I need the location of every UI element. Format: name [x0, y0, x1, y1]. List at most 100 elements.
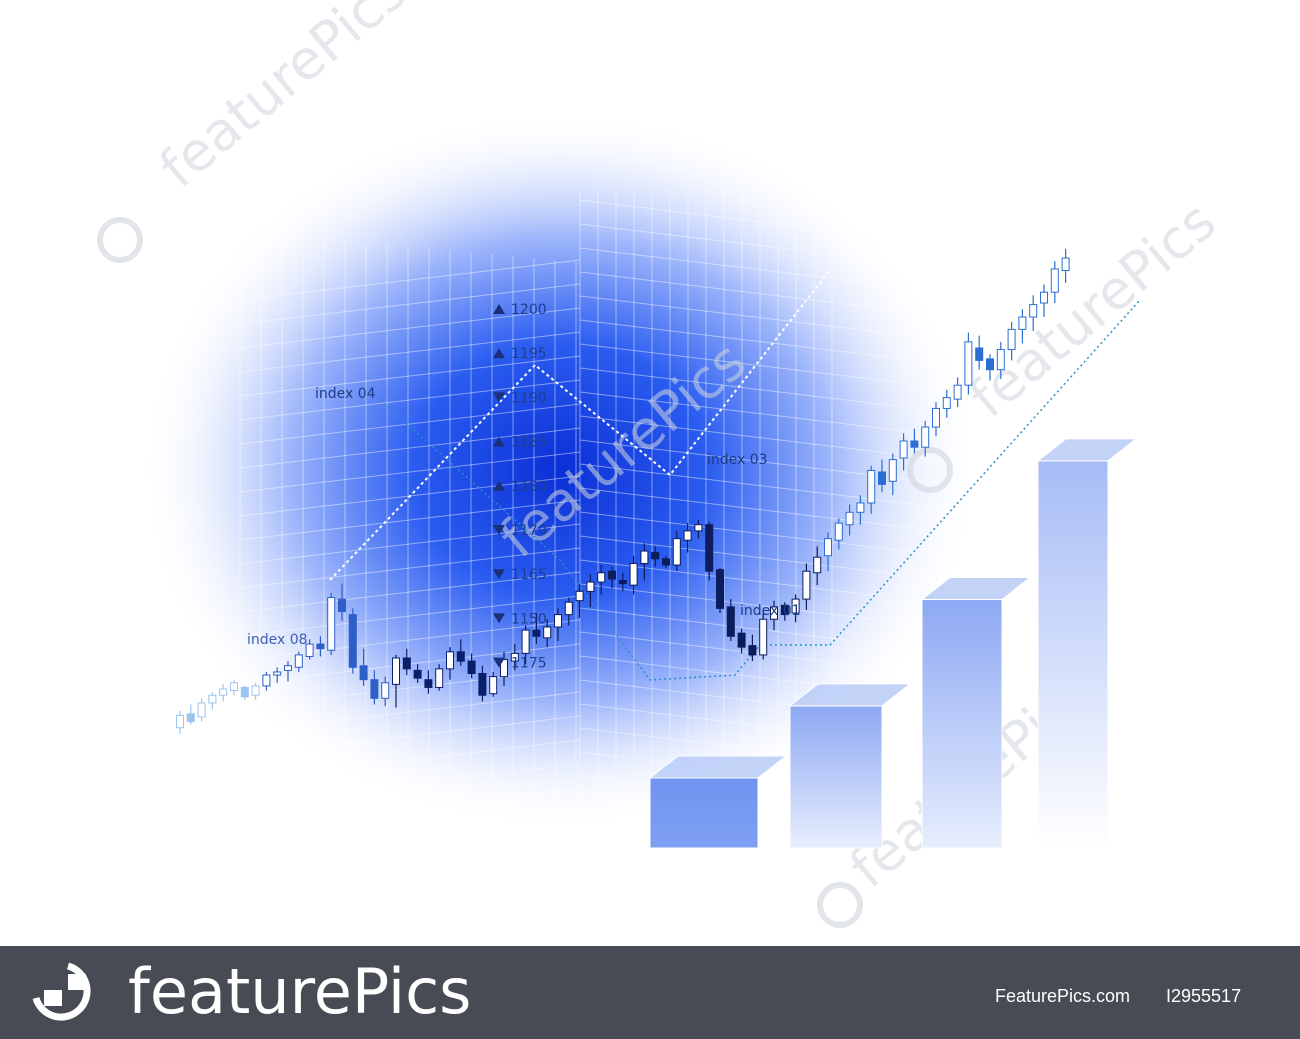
candle-body: [435, 668, 444, 688]
candle-body: [683, 530, 692, 541]
price-label: 1175: [511, 656, 547, 672]
bar: [1037, 460, 1109, 849]
grid-line: [239, 571, 581, 613]
grid-line: [239, 427, 581, 469]
candle-body: [953, 384, 962, 400]
grid-line: [579, 223, 1081, 285]
candle-body: [197, 702, 206, 718]
candle-body: [294, 654, 303, 668]
candle-body: [1061, 257, 1070, 272]
candle-body: [381, 682, 390, 699]
price-label: 1165: [511, 567, 547, 583]
candle-body: [802, 570, 811, 600]
grid-line: [239, 379, 581, 421]
candle-body: [327, 597, 336, 651]
price-label: 1170: [511, 523, 547, 539]
candle-body: [251, 685, 260, 696]
triangle-down-icon: [493, 569, 505, 580]
candle-body: [500, 659, 508, 678]
triangle-down-icon: [493, 657, 505, 668]
grid-line: [579, 343, 1081, 405]
candle-body: [564, 601, 573, 616]
grid-line: [239, 523, 581, 565]
grid-line: [239, 259, 581, 301]
grid-line: [239, 787, 581, 829]
grid-line: [579, 295, 1081, 357]
grid-line: [239, 499, 581, 541]
annotation-index-03: index 03: [707, 452, 768, 468]
bar-top: [920, 577, 1032, 600]
candle-body: [921, 426, 930, 448]
candle-body: [888, 459, 897, 482]
candle-body: [186, 713, 195, 723]
candle-body: [208, 694, 217, 704]
bar-chart: [648, 438, 1138, 849]
grid-line: [579, 415, 1081, 477]
candle-body: [456, 651, 465, 662]
candle-body: [543, 626, 552, 639]
bar: [921, 599, 1003, 849]
grid-line: [239, 763, 581, 805]
annotation-index-01: index 01: [740, 603, 801, 619]
watermark-icon: [817, 882, 863, 928]
candle-body: [176, 714, 184, 729]
watermark-icon: [907, 447, 953, 493]
bar-top: [1036, 438, 1138, 462]
candle-body: [467, 660, 476, 674]
candle-body: [554, 614, 562, 628]
bar: [649, 777, 759, 849]
candle-body: [521, 629, 530, 654]
candle-body: [662, 558, 670, 566]
site-name: FeaturePics.com: [995, 986, 1131, 1006]
grid-line: [239, 307, 581, 349]
candle-body: [359, 665, 368, 681]
triangle-down-icon: [493, 525, 505, 535]
candle-body: [629, 562, 638, 586]
candle-body: [986, 358, 994, 371]
candle-body: [899, 440, 908, 459]
candle-body: [824, 538, 832, 557]
triangle-up-icon: [493, 304, 505, 314]
grid-line: [239, 547, 581, 589]
candle-body: [402, 657, 411, 670]
candle-body: [284, 665, 292, 671]
price-label: 1190: [511, 390, 547, 406]
candle-body: [273, 671, 282, 676]
annotation-index-08: index 08: [247, 632, 308, 648]
brand-name: featurePics: [128, 955, 472, 1028]
bar: [789, 705, 883, 849]
candle-body: [726, 606, 735, 637]
candle-body: [348, 614, 357, 668]
candle-body: [240, 686, 249, 698]
candle-body: [586, 581, 595, 592]
candle-body: [1040, 291, 1048, 304]
grid-line: [579, 487, 1081, 549]
price-label: 1200: [511, 302, 547, 318]
candle-body: [996, 349, 1005, 371]
candle-body: [1029, 304, 1038, 318]
candle-body: [230, 682, 238, 692]
price-label: 1185: [511, 435, 547, 451]
candle-body: [510, 652, 519, 662]
candle-body: [845, 511, 854, 526]
candle-body: [532, 629, 541, 637]
candle-body: [780, 604, 789, 616]
candle-body: [975, 347, 984, 361]
candle-body: [878, 471, 886, 485]
grid-line: [579, 271, 1081, 333]
candle-body: [942, 397, 951, 409]
grid-line: [239, 667, 581, 709]
grid-line: [239, 619, 581, 661]
watermark-text: featurePics: [958, 189, 1228, 430]
grid-line: [239, 451, 581, 493]
candle-body: [446, 651, 454, 670]
candle-body: [791, 598, 800, 614]
grid-line: [239, 691, 581, 733]
candle-body: [597, 572, 606, 583]
watermark-icon: [97, 217, 143, 263]
triangle-up-icon: [493, 436, 505, 447]
candle-body: [932, 407, 940, 428]
price-label: 1180: [511, 479, 547, 495]
grid-line: [239, 715, 581, 757]
